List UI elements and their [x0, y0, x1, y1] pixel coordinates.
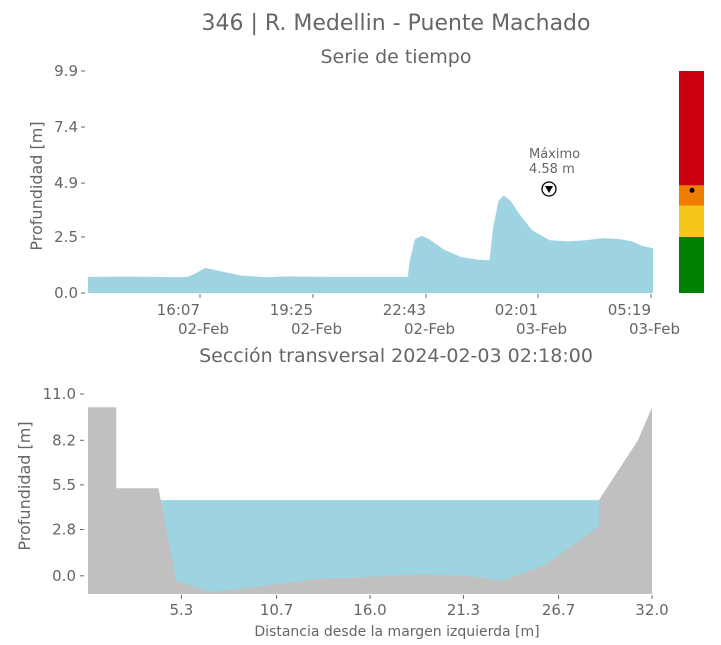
cs-x-tick-label: 32.0	[635, 601, 668, 619]
ts-y-axis: 0.0 2.5 4.9 7.4 9.9	[54, 62, 85, 302]
cs-y-tick-label: 11.0	[43, 385, 76, 403]
ts-depth-area	[88, 195, 653, 293]
ts-y-axis-label: Profundidad [m]	[27, 121, 46, 250]
alert-level-segment	[679, 185, 704, 206]
ts-x-tick-time: 22:43	[383, 301, 426, 319]
cs-x-tick-label: 26.7	[542, 601, 575, 619]
cross-section-panel: Sección transversal 2024-02-03 02:18:00 …	[15, 345, 669, 640]
cs-x-tick-label: 10.7	[260, 601, 293, 619]
ts-x-tick-date: 03-Feb	[516, 320, 567, 338]
alert-level-bar	[679, 71, 704, 293]
chart-title: 346 | R. Medellin - Puente Machado	[202, 11, 591, 36]
max-annotation-label: Máximo	[529, 147, 580, 162]
ts-x-axis: 16:0702-Feb19:2502-Feb22:4302-Feb02:0103…	[157, 294, 680, 338]
ts-y-tick-label: 0.0	[54, 284, 78, 302]
ts-y-tick-label: 2.5	[54, 228, 78, 246]
ts-y-tick-label: 4.9	[54, 174, 78, 192]
max-annotation-value: 4.58 m	[529, 162, 575, 177]
ts-x-tick-date: 02-Feb	[404, 320, 455, 338]
cs-y-axis-label: Profundidad [m]	[15, 421, 34, 550]
alert-level-segment	[679, 71, 704, 186]
ts-subtitle: Serie de tiempo	[321, 46, 472, 68]
ts-x-tick-date: 02-Feb	[178, 320, 229, 338]
cs-y-tick-label: 0.0	[52, 567, 76, 585]
ts-y-tick-label: 9.9	[54, 62, 78, 80]
ts-x-tick-date: 02-Feb	[291, 320, 342, 338]
alert-level-segment	[679, 236, 704, 293]
max-annotation: Máximo 4.58 m	[529, 147, 580, 197]
cs-x-axis-label: Distancia desde la margen izquierda [m]	[254, 624, 539, 640]
cs-y-tick-label: 8.2	[52, 431, 76, 449]
ts-x-tick-time: 02:01	[495, 301, 538, 319]
cs-y-tick-label: 5.5	[52, 476, 76, 494]
ts-x-tick-date: 03-Feb	[629, 320, 680, 338]
cs-y-axis: 0.0 2.8 5.5 8.2 11.0	[43, 385, 84, 585]
cs-y-tick-label: 2.8	[52, 521, 76, 539]
ts-x-tick-time: 05:19	[608, 301, 651, 319]
current-level-dot	[689, 187, 695, 193]
ts-x-tick-time: 19:25	[270, 301, 313, 319]
ts-y-tick-label: 7.4	[54, 118, 78, 136]
cs-subtitle: Sección transversal 2024-02-03 02:18:00	[199, 345, 593, 367]
cs-x-tick-label: 5.3	[169, 601, 193, 619]
alert-level-segment	[679, 205, 704, 237]
cs-riverbed-profile	[88, 407, 652, 594]
time-series-panel: Serie de tiempo 0.02.54.97.49.9 16:0702-…	[27, 46, 704, 338]
cs-x-axis: 5.3 10.7 16.0 21.3 26.7 32.0	[169, 595, 669, 619]
max-marker-triangle-icon	[545, 186, 553, 193]
cs-x-tick-label: 21.3	[447, 601, 480, 619]
ts-x-tick-time: 16:07	[157, 301, 200, 319]
cs-x-tick-label: 16.0	[353, 601, 386, 619]
